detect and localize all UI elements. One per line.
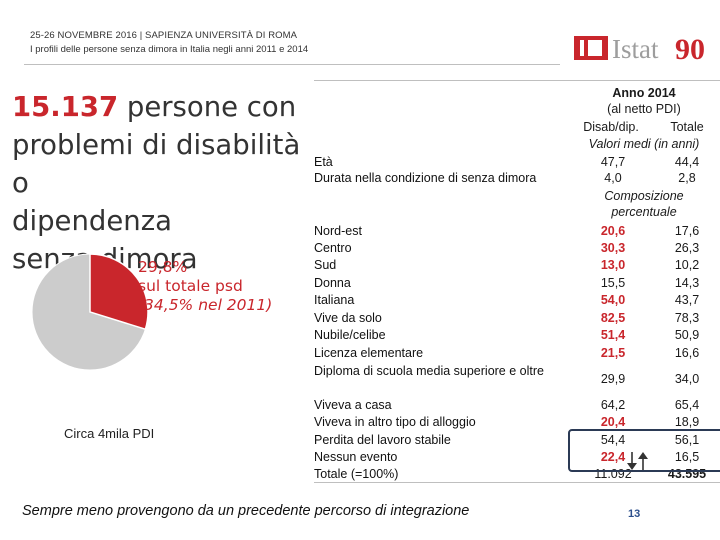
page-number: 13 — [628, 508, 641, 520]
cell-total: 18,9 — [674, 415, 700, 429]
col-header-total: Totale — [670, 120, 704, 134]
istat-flag-icon — [574, 36, 608, 60]
table-subset: (al netto PDI) — [607, 102, 681, 116]
arrow-up-icon — [638, 452, 648, 470]
row-label: Nessun evento — [314, 450, 398, 464]
row-label: Centro — [314, 241, 352, 255]
cell-disab: 54,4 — [600, 433, 626, 447]
pie-share-value: 29,8% — [138, 258, 188, 276]
row-label: Nord-est — [314, 224, 362, 238]
row-label: Donna — [314, 276, 351, 290]
cell-total: 10,2 — [674, 258, 700, 272]
col-header-disab: Disab/dip. — [583, 120, 639, 134]
header-date: 25-26 NOVEMBRE 2016 | SAPIENZA UNIVERSIT… — [30, 30, 298, 41]
header-divider — [24, 64, 560, 65]
row-label: Sud — [314, 258, 337, 272]
title-number: 15.137 — [12, 91, 119, 123]
cell-age-total: 44,4 — [674, 155, 700, 169]
cell-disab: 13,0 — [600, 258, 626, 272]
cell-duration-total: 2,8 — [678, 171, 696, 185]
pie-label: 29,8% sul totale psd (34,5% nel 2011) — [138, 258, 288, 315]
cell-disab: 29,9 — [600, 372, 626, 386]
title-line3: dipendenza — [12, 205, 172, 237]
slide-title: 15.137 persone con problemi di disabilit… — [12, 88, 312, 278]
cell-total: 16,5 — [674, 450, 700, 464]
row-label: Vive da solo — [314, 311, 382, 325]
header-subtitle: I profili delle persone senza dimora in … — [30, 44, 309, 55]
pie-caption: Circa 4mila PDI — [64, 426, 155, 441]
highlight-box — [568, 429, 720, 472]
pie-disability-slice — [89, 253, 149, 331]
cell-disab: 15,5 — [600, 276, 626, 290]
row-label: Viveva a casa — [314, 398, 392, 412]
cell-disab: 64,2 — [600, 398, 626, 412]
row-label: Nubile/celibe — [314, 328, 386, 342]
section-pct-1: Composizione — [604, 189, 684, 203]
cell-total: 16,6 — [674, 346, 700, 360]
cell-disab: 20,6 — [600, 224, 626, 238]
istat-logo-name: Istat — [612, 34, 659, 64]
title-line2: problemi di disabilità o — [12, 129, 301, 199]
cell-disab: 30,3 — [600, 241, 626, 255]
row-label: Perdita del lavoro stabile — [314, 433, 451, 447]
row-label-age: Età — [314, 155, 333, 169]
cell-disab: 82,5 — [600, 311, 626, 325]
pie-share-desc: sul totale psd — [138, 277, 243, 295]
istat-logo-anniversary: 90 — [675, 33, 705, 66]
cell-total: 65,4 — [674, 398, 700, 412]
cell-disab: 22,4 — [600, 450, 626, 464]
cell-disab: 20,4 — [600, 415, 626, 429]
cell-total: 50,9 — [674, 328, 700, 342]
cell-duration-disab: 4,0 — [604, 171, 622, 185]
cell-total: 43,7 — [674, 293, 700, 307]
section-means: Valori medi (in anni) — [588, 137, 700, 151]
title-line1: persone con — [118, 91, 297, 123]
pie-share-2011: (34,5% nel 2011) — [138, 296, 273, 314]
total-label: Totale (=100%) — [314, 467, 399, 481]
row-label: Diploma di scuola media superiore e oltr… — [314, 364, 544, 378]
cell-total: 17,6 — [674, 224, 700, 238]
cell-total: 26,3 — [674, 241, 700, 255]
cell-total: 78,3 — [674, 311, 700, 325]
section-pct-2: percentuale — [611, 205, 677, 219]
cell-age-disab: 47,7 — [600, 155, 626, 169]
table-bottom-line — [314, 482, 720, 483]
cell-disab: 21,5 — [600, 346, 626, 360]
disability-share-pie — [31, 253, 149, 371]
cell-total: 56,1 — [674, 433, 700, 447]
row-label: Viveva in altro tipo di alloggio — [314, 415, 476, 429]
row-label-duration: Durata nella condizione di senza dimora — [314, 171, 537, 185]
table-year: Anno 2014 — [612, 86, 676, 100]
cell-disab: 51,4 — [600, 328, 626, 342]
row-label: Italiana — [314, 293, 355, 307]
cell-disab: 54,0 — [600, 293, 626, 307]
cell-total: 14,3 — [674, 276, 700, 290]
footer-note: Sempre meno provengono da un precedente … — [22, 503, 470, 519]
cell-total: 34,0 — [674, 372, 700, 386]
profile-table: Anno 2014 (al netto PDI) Disab/dip. Tota… — [314, 0, 720, 540]
table-top-line — [314, 80, 720, 81]
row-label: Licenza elementare — [314, 346, 424, 360]
istat-logo: Istat 90 — [572, 28, 708, 72]
arrow-down-icon — [627, 452, 637, 470]
